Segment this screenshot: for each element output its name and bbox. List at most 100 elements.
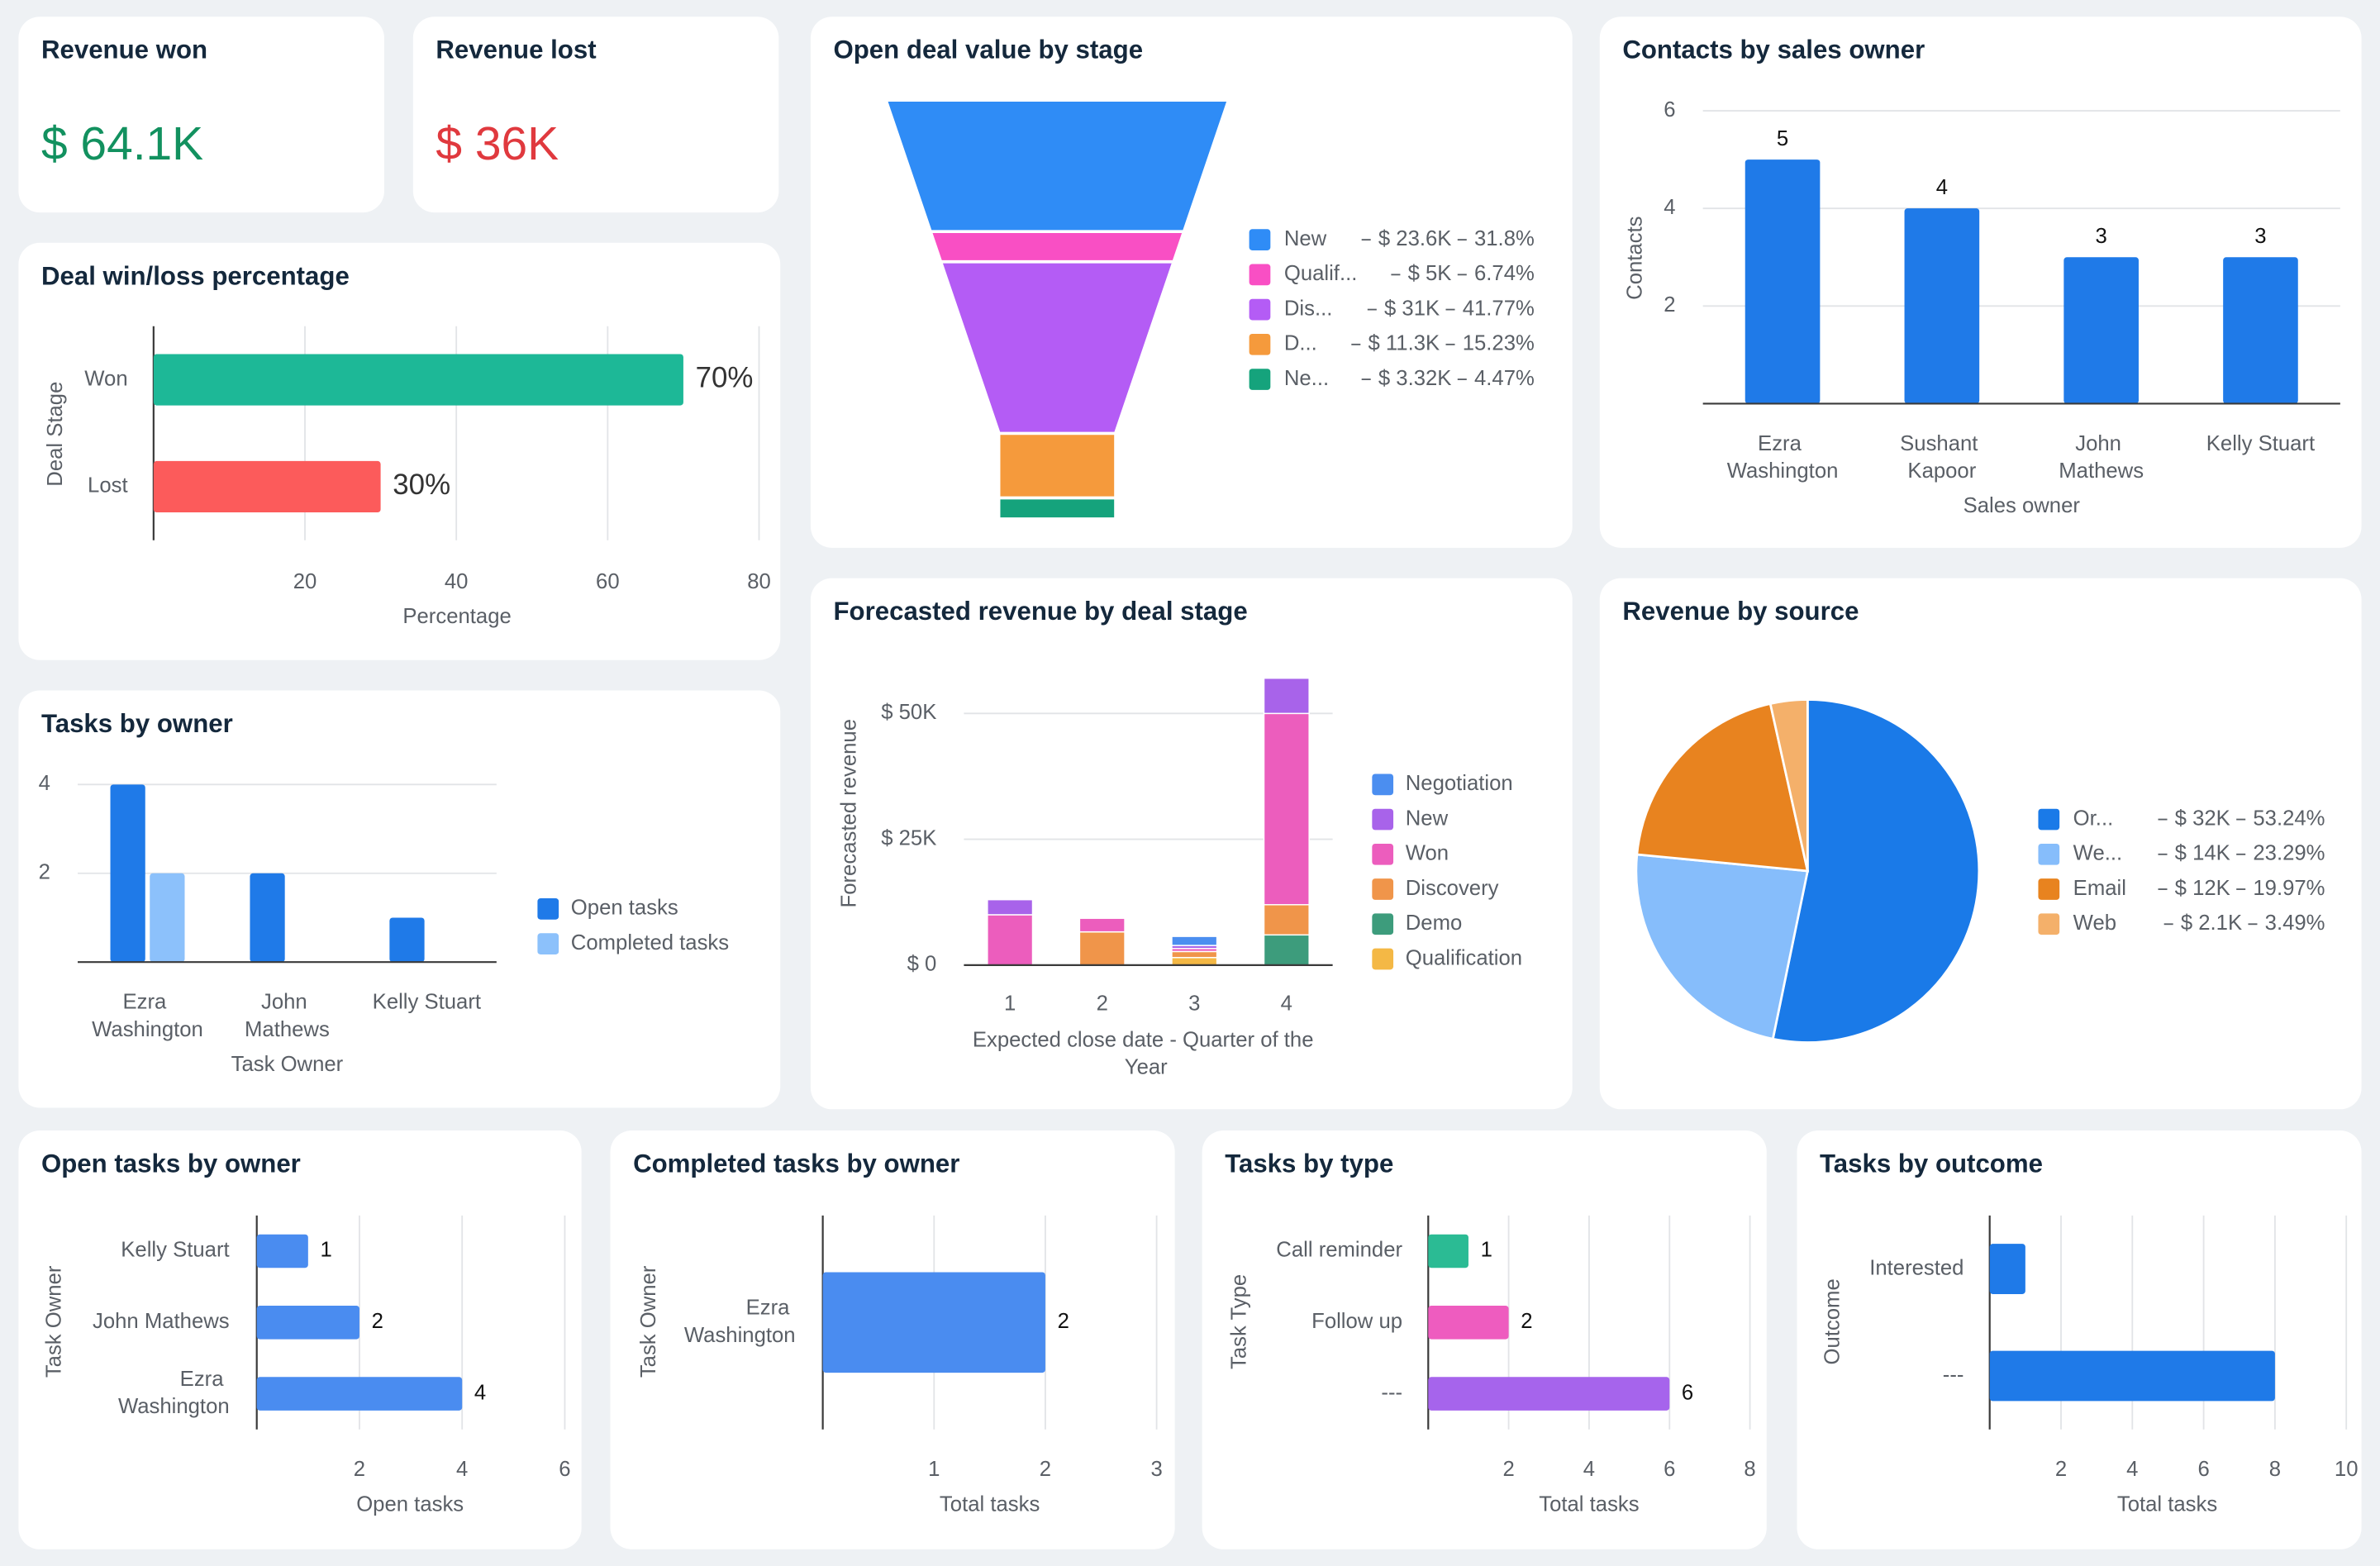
y-tick-label: $ 0 [907,953,937,976]
legend-label: Dis... [1284,297,1333,320]
x-tick-label: John Mathews [2059,432,2144,483]
x-tick-label: 2 [1097,992,1108,1015]
pie-slice [1771,698,1981,1044]
chart-panel [1599,17,2362,548]
x-tick-label: 40 [445,570,469,593]
category-label: Call reminder [1276,1239,1402,1262]
x-tick-label: 20 [293,570,317,593]
legend-percentage: 3.49% [2265,912,2325,935]
x-tick-label: 4 [1583,1458,1595,1481]
card-panel [412,17,779,213]
x-tick-label: 6 [1664,1458,1675,1481]
legend-swatch [1249,298,1271,321]
bar [110,784,145,963]
value-label: 3 [2254,225,2266,248]
chart-panel [1202,1130,1767,1549]
y-tick-label: 4 [39,772,50,795]
y-axis-label: Forecasted revenue [837,719,860,907]
x-tick-label: 2 [354,1458,365,1481]
y-axis-label: Outcome [1821,1278,1844,1364]
legend-label: Email [2073,877,2126,900]
legend-percentage: 15.23% [1463,332,1535,355]
card-value: $ 64.1K [41,117,203,170]
legend-swatch [2038,878,2060,900]
chart-title: Deal win/loss percentage [41,261,350,290]
x-tick-label: 4 [456,1458,468,1481]
bar-segment [1263,677,1310,715]
value-label: 2 [1058,1310,1069,1333]
card-panel [18,17,384,213]
funnel-segment [942,263,1172,432]
legend-label: Web [2073,912,2116,935]
x-tick-label: 8 [1744,1458,1755,1481]
bar [1989,1350,2275,1402]
chart-title: Tasks by owner [41,709,233,738]
y-axis-label: Task Owner [637,1265,660,1378]
legend-label: Completed tasks [571,931,729,954]
legend-label: D... [1284,332,1317,355]
x-tick-label: 6 [2197,1458,2209,1481]
value-label: 30% [393,469,450,501]
bar [256,1306,359,1340]
legend-label: Negotiation [1406,772,1513,795]
legend-swatch [1372,878,1394,900]
legend-value: $ 31K [1384,297,1440,320]
x-tick-label: 2 [1040,1458,1051,1481]
legend-label: Open tasks [571,897,678,920]
card-title: Revenue won [41,36,207,64]
y-axis-label: Contacts [1624,216,1647,299]
bar [1904,208,1980,404]
bar [2063,257,2139,404]
legend-label: Qualif... [1284,262,1358,285]
bar [1428,1234,1468,1269]
value-label: 3 [2096,225,2107,248]
chart-panel [810,17,1573,548]
y-tick-label: 2 [1664,293,1675,317]
y-tick-label: 6 [1664,98,1675,121]
x-axis-label: Total tasks [940,1492,1040,1516]
category-label: Kelly Stuart [121,1239,229,1262]
category-label: Interested [1869,1256,1963,1279]
bar [1745,159,1821,404]
bar [1989,1244,2025,1294]
bar [153,460,381,513]
legend-label: New [1284,227,1327,250]
value-label: 6 [1682,1381,1693,1404]
value-label: 2 [1521,1310,1532,1333]
legend-label: We... [2073,842,2122,865]
legend-swatch [1372,773,1394,796]
category-label: Ezra Washington [684,1297,796,1347]
x-tick-label: 8 [2269,1458,2281,1481]
x-axis-label: Total tasks [2117,1492,2217,1516]
category-label: --- [1943,1364,1964,1387]
bar [1428,1306,1509,1340]
legend-swatch [2038,808,2060,831]
legend-percentage: 23.29% [2253,842,2325,865]
x-tick-label: 2 [2055,1458,2067,1481]
bar-segment [1171,935,1218,946]
legend-swatch [1372,843,1394,865]
x-tick-label: 4 [2126,1458,2138,1481]
legend-swatch [1372,913,1394,935]
x-tick-label: 3 [1188,992,1200,1015]
value-label: 4 [1936,176,1948,199]
bar [256,1377,463,1411]
bar-segment [1171,956,1218,966]
bar-segment [1078,931,1126,966]
bar-segment [1078,917,1126,933]
chart-panel [18,1130,582,1549]
y-tick-label: 2 [39,861,50,884]
bar-segment [1263,712,1310,906]
legend-label: Ne... [1284,367,1329,390]
legend-swatch [2038,843,2060,865]
x-tick-label: Kelly Stuart [373,991,481,1014]
value-label: 2 [372,1310,383,1333]
bar [2223,257,2298,404]
pie-slice [1768,698,1809,872]
value-label: 4 [474,1381,486,1404]
x-tick-label: 4 [1281,992,1292,1015]
bar-segment [987,914,1034,966]
category-label: --- [1381,1381,1402,1404]
legend-label: Or... [2073,807,2114,830]
